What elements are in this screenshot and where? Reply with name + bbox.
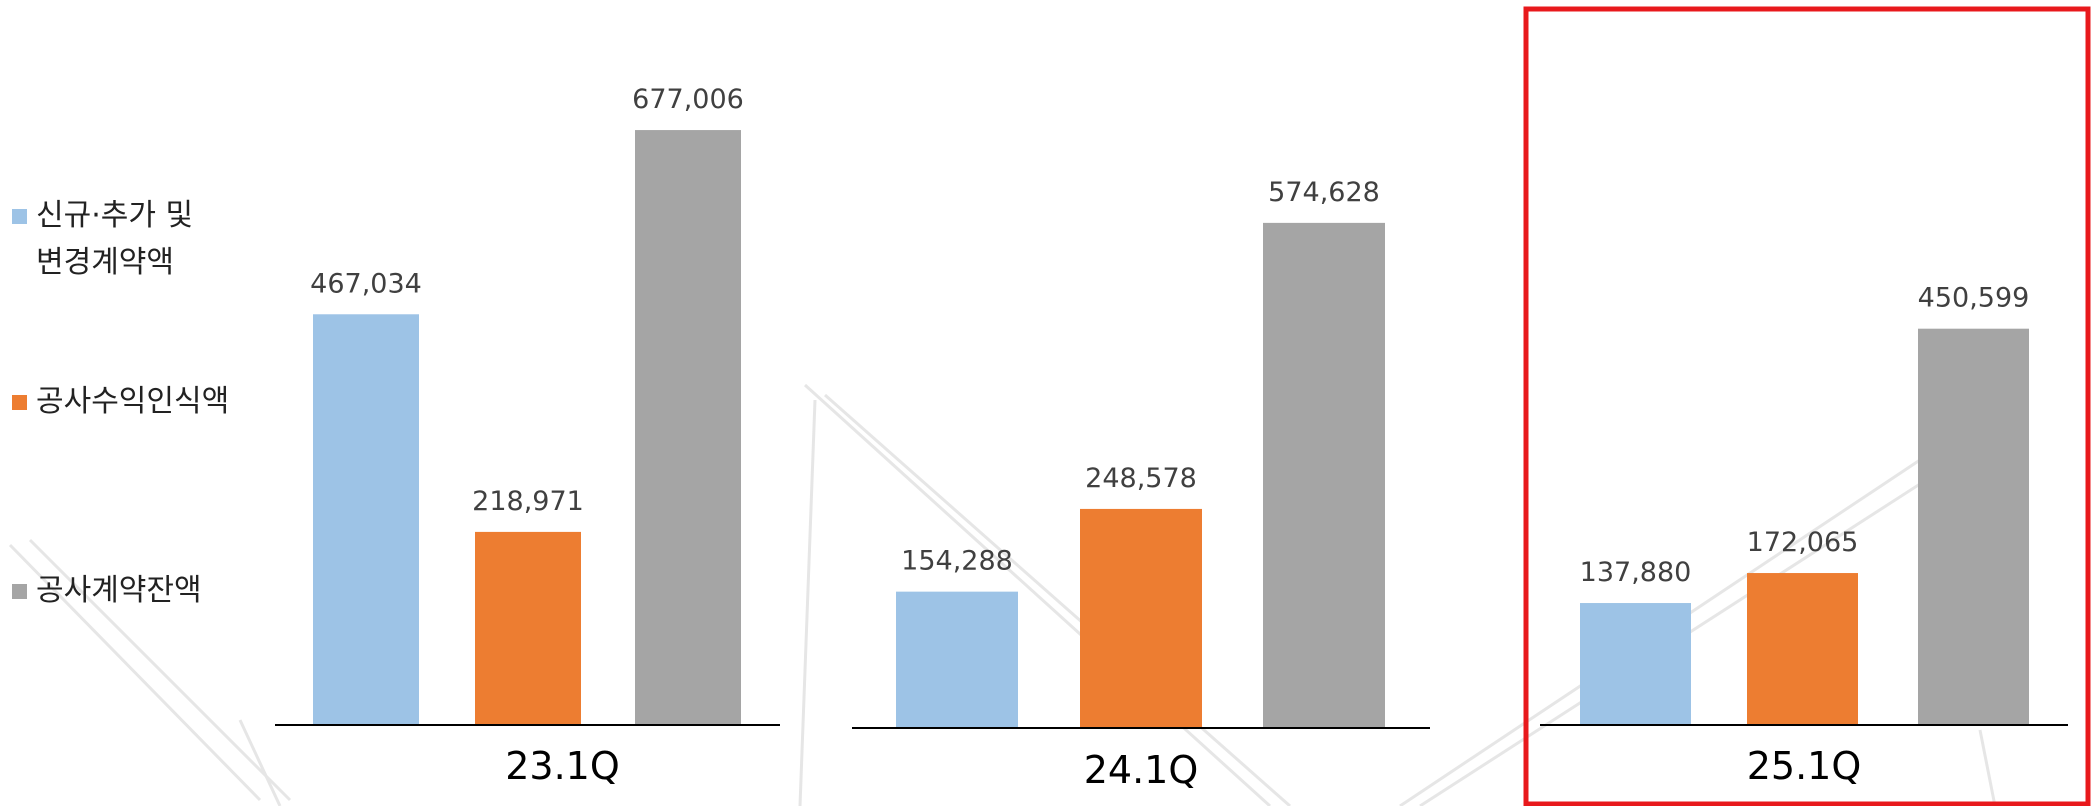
highlight-box-25.1Q	[1523, 6, 2091, 806]
legend-swatch-3	[12, 584, 27, 599]
data-label-25.1Q-series-3: 450,599	[1918, 283, 2030, 314]
bar-25.1Q-series-2	[1747, 573, 1858, 724]
legend-swatch-1	[12, 209, 27, 224]
bar-24.1Q-series-2	[1080, 508, 1202, 727]
data-label-23.1Q-series-3: 677,006	[632, 84, 744, 115]
bar-25.1Q-series-1	[1580, 603, 1691, 724]
legend-label-2-line-1: 공사수익인식액	[36, 384, 229, 419]
data-label-25.1Q-series-2: 172,065	[1747, 527, 1859, 558]
category-label-23.1Q: 23.1Q	[505, 744, 620, 788]
data-label-24.1Q-series-1: 154,288	[901, 546, 1013, 577]
bar-24.1Q-series-1	[896, 591, 1018, 727]
legend-label-1-line-2: 변경계약액	[36, 245, 174, 280]
bar-23.1Q-series-3	[635, 130, 741, 725]
legend-label-3-line-1: 공사계약잔액	[36, 573, 202, 608]
category-label-24.1Q: 24.1Q	[1084, 748, 1199, 792]
legend-label-1-line-1: 신규·추가 및	[36, 198, 193, 233]
category-label-25.1Q: 25.1Q	[1747, 744, 1862, 788]
data-label-23.1Q-series-2: 218,971	[472, 486, 584, 517]
data-label-24.1Q-series-2: 248,578	[1085, 463, 1197, 494]
data-label-23.1Q-series-1: 467,034	[310, 268, 422, 299]
data-label-25.1Q-series-1: 137,880	[1580, 557, 1692, 588]
data-label-24.1Q-series-3: 574,628	[1268, 177, 1380, 208]
legend-swatch-2	[12, 395, 27, 410]
bar-24.1Q-series-3	[1263, 222, 1385, 728]
bar-23.1Q-series-1	[313, 314, 419, 724]
bar-25.1Q-series-3	[1918, 328, 2029, 724]
bar-23.1Q-series-2	[475, 531, 581, 724]
